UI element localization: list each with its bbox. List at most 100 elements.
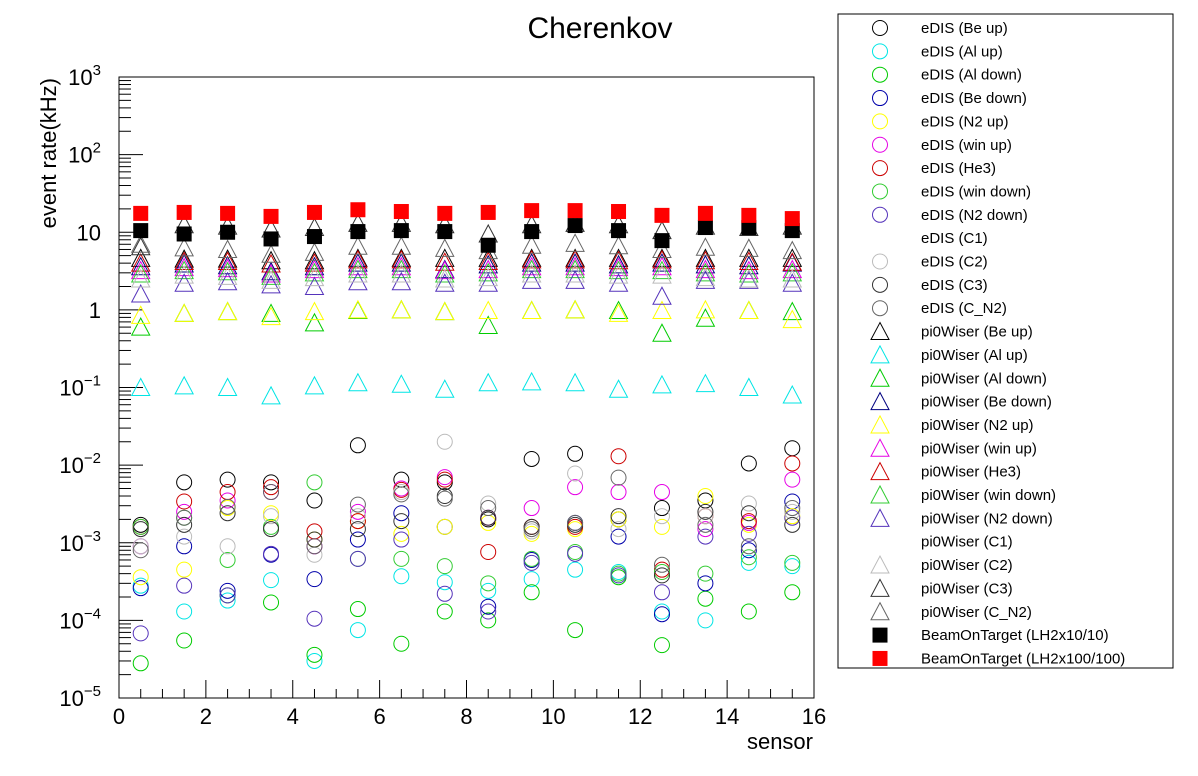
data-point — [784, 211, 800, 227]
data-point — [176, 204, 192, 220]
legend-item: eDIS (C1) — [872, 230, 988, 247]
data-point — [217, 266, 238, 285]
data-point — [782, 259, 803, 279]
data-point — [436, 518, 453, 535]
legend-item: eDIS (He3) — [872, 160, 996, 177]
data-point — [434, 301, 455, 321]
legend-box — [837, 13, 1174, 669]
data-point — [480, 603, 497, 620]
series-14 — [130, 371, 803, 405]
legend-marker — [870, 554, 890, 574]
data-point — [130, 260, 151, 280]
data-point — [782, 301, 803, 321]
data-point — [176, 226, 192, 242]
data-point — [348, 372, 368, 392]
data-point — [740, 554, 757, 571]
data-point — [130, 256, 151, 276]
data-point — [174, 303, 194, 322]
data-point — [393, 568, 410, 585]
data-point — [219, 471, 236, 488]
legend-label: pi0Wiser (He3) — [921, 464, 1021, 481]
x-tick-label: 0 — [113, 704, 125, 729]
data-point — [349, 601, 366, 618]
series-25 — [130, 233, 803, 263]
data-point — [478, 300, 499, 320]
data-point — [697, 492, 714, 509]
series-2 — [132, 569, 801, 672]
data-point — [480, 612, 497, 629]
data-point — [434, 263, 455, 283]
legend-item: eDIS (win up) — [872, 136, 1012, 154]
data-point — [306, 531, 323, 548]
legend-marker — [870, 578, 890, 597]
data-point — [652, 253, 672, 272]
data-point — [523, 550, 540, 567]
data-point — [391, 248, 412, 267]
data-point — [739, 263, 759, 283]
data-point — [480, 500, 497, 517]
legend-item: BeamOnTarget (LH2x10/10) — [872, 627, 1109, 644]
data-point — [304, 262, 325, 282]
data-point — [565, 248, 585, 267]
data-point — [608, 250, 629, 270]
data-point — [219, 492, 236, 509]
data-point — [174, 237, 194, 257]
data-point — [652, 286, 672, 305]
legend-label: eDIS (Al up) — [921, 43, 1003, 60]
data-point — [176, 509, 193, 526]
data-point — [176, 528, 193, 545]
data-point — [653, 584, 670, 601]
legend-item: pi0Wiser (Al down) — [870, 368, 1047, 387]
x-tick-label: 2 — [200, 704, 212, 729]
legend-item: pi0Wiser (C2) — [870, 554, 1013, 574]
data-point — [565, 249, 585, 269]
data-point — [480, 575, 497, 592]
data-point — [697, 575, 714, 592]
data-point — [132, 655, 149, 672]
x-tick-label: 4 — [287, 704, 299, 729]
data-point — [523, 551, 540, 568]
legend-label: eDIS (C3) — [921, 277, 988, 294]
data-point — [697, 488, 714, 505]
data-point — [653, 518, 670, 535]
legend-marker — [872, 113, 888, 130]
data-point — [740, 549, 757, 566]
data-point — [217, 261, 238, 281]
data-point — [219, 505, 236, 522]
data-point — [567, 465, 584, 482]
legend-marker — [872, 650, 888, 666]
legend-label: pi0Wiser (Be up) — [921, 324, 1033, 341]
data-point — [174, 257, 194, 277]
data-point — [521, 300, 542, 320]
legend-label: eDIS (C_N2) — [921, 300, 1007, 317]
data-point — [219, 587, 236, 604]
legend-item: eDIS (C2) — [872, 253, 988, 271]
data-point — [523, 450, 540, 467]
data-point — [565, 233, 585, 252]
data-point — [261, 244, 281, 263]
data-point — [391, 263, 412, 283]
data-point — [436, 471, 453, 488]
y-tick-label: 10−5 — [59, 683, 101, 711]
legend-marker — [872, 253, 888, 270]
legend-marker — [870, 508, 890, 527]
legend-marker — [872, 160, 888, 177]
data-point — [784, 508, 801, 525]
data-point — [130, 253, 151, 272]
data-point — [521, 235, 542, 254]
data-point — [217, 251, 238, 270]
data-point — [132, 521, 149, 538]
data-point — [697, 503, 714, 520]
data-point — [478, 372, 499, 392]
data-point — [348, 263, 368, 283]
data-point — [611, 204, 627, 220]
data-point — [567, 479, 584, 496]
data-point — [132, 569, 149, 586]
data-point — [263, 208, 279, 224]
y-tick-label: 10 — [77, 220, 101, 245]
data-point — [610, 521, 627, 538]
data-point — [393, 486, 410, 503]
legend-item: eDIS (C3) — [872, 276, 988, 294]
data-point — [304, 267, 325, 287]
